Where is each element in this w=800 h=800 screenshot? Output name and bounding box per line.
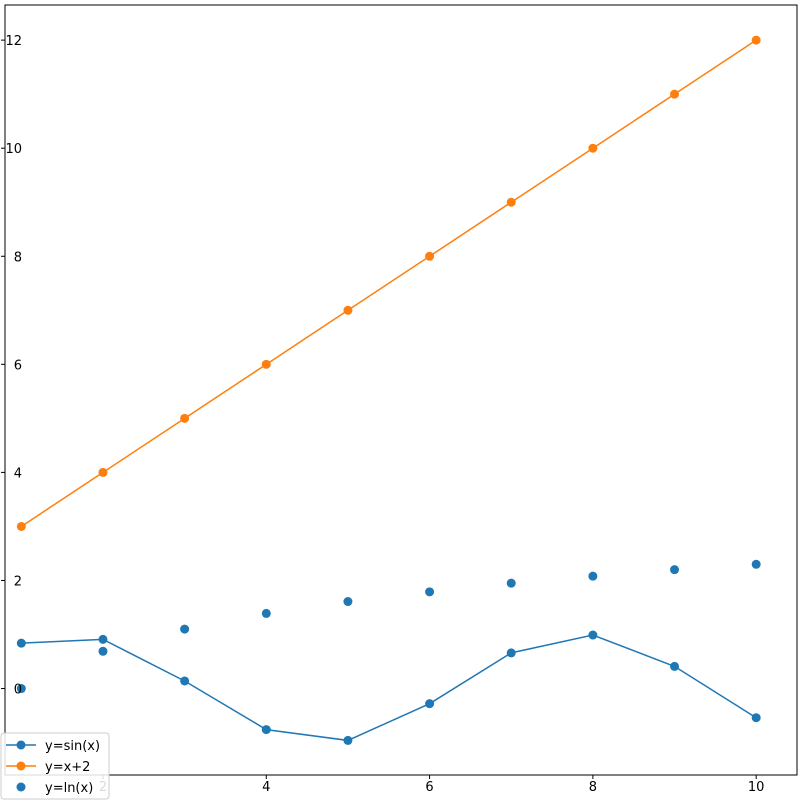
legend-label: y=x+2: [45, 760, 90, 775]
data-point: [670, 565, 680, 575]
legend-label: y=ln(x): [45, 781, 93, 796]
data-point: [16, 684, 26, 694]
series-0: [16, 630, 761, 745]
data-point: [588, 571, 598, 581]
data-point: [506, 578, 516, 588]
data-point: [180, 624, 190, 634]
data-point: [98, 467, 108, 477]
tick-layer: 246810024681012: [1, 34, 764, 795]
data-point: [506, 648, 516, 658]
legend-item: y=ln(x): [16, 781, 93, 796]
legend-marker: [16, 740, 26, 750]
data-point: [180, 676, 190, 686]
data-point: [751, 35, 761, 45]
data-point: [343, 597, 353, 607]
series-line: [21, 634, 757, 742]
x-tick-label: 8: [589, 780, 597, 795]
data-point: [261, 725, 271, 735]
x-tick-label: 4: [262, 780, 270, 795]
y-tick-label: 12: [5, 34, 22, 49]
data-point: [670, 89, 680, 99]
y-tick-label: 4: [14, 466, 22, 481]
y-tick-label: 0: [14, 683, 22, 698]
data-point: [16, 638, 26, 648]
plot-area: [5, 5, 797, 775]
y-tick-label: 8: [14, 250, 22, 265]
data-point: [16, 521, 26, 531]
x-tick-label: 6: [425, 780, 433, 795]
data-point: [506, 197, 516, 207]
x-tick-label: 10: [748, 780, 765, 795]
data-point: [588, 630, 598, 640]
legend-marker: [16, 761, 26, 771]
legend-box: [0, 732, 110, 800]
data-point: [751, 713, 761, 723]
data-point: [98, 646, 108, 656]
data-point: [425, 699, 435, 709]
y-tick-label: 2: [14, 574, 22, 589]
legend-item: y=sin(x): [6, 739, 100, 754]
series-layer: [16, 35, 761, 745]
data-point: [98, 634, 108, 644]
data-point: [343, 305, 353, 315]
legend-marker: [16, 782, 26, 792]
legend-label: y=sin(x): [45, 739, 100, 754]
data-point: [343, 735, 353, 745]
series-2: [16, 559, 761, 694]
data-point: [425, 251, 435, 261]
data-point: [751, 559, 761, 569]
y-tick-label: 6: [14, 358, 22, 373]
data-point: [261, 359, 271, 369]
data-point: [261, 608, 271, 618]
series-line: [20, 39, 757, 528]
y-tick-label: 10: [5, 142, 22, 157]
legend-item: y=x+2: [6, 760, 90, 775]
plot-frame: [4, 4, 798, 776]
data-point: [180, 413, 190, 423]
data-point: [425, 587, 435, 597]
series-1: [16, 35, 761, 531]
legend: y=sin(x) y=x+2 y=ln(x): [0, 732, 110, 800]
data-point: [588, 143, 598, 153]
data-point: [670, 661, 680, 671]
